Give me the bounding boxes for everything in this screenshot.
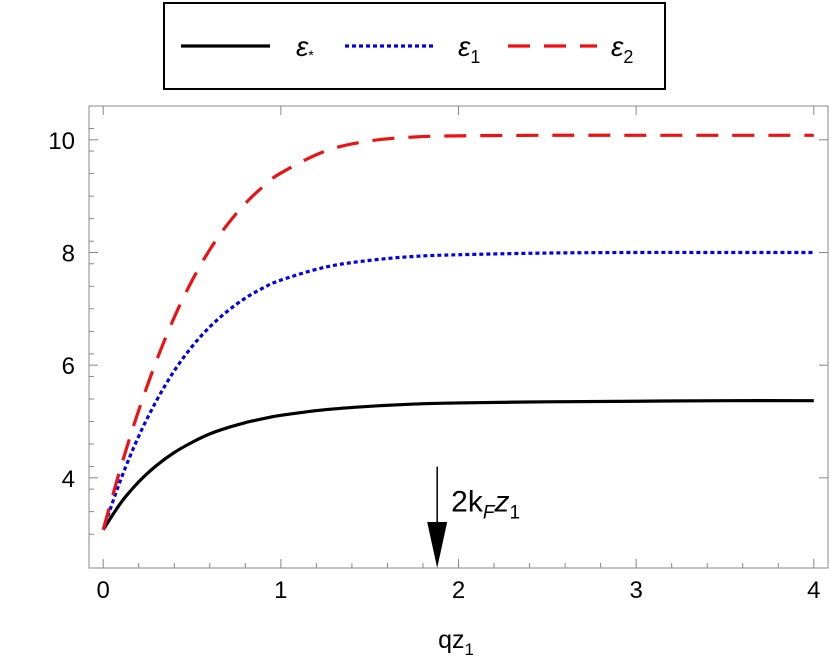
legend: ε* ε1 ε2	[163, 2, 666, 90]
series-line-2	[101, 250, 814, 531]
series-line-1	[101, 399, 814, 531]
y-tick-label: 6	[62, 353, 75, 380]
y-tick-label: 8	[62, 240, 75, 267]
x-tick-label: 1	[274, 577, 287, 604]
axes: 0 1 2 3 4 4 6 8 10	[48, 106, 828, 604]
legend-label-2: ε1	[458, 31, 480, 67]
x-tick-label: 3	[629, 577, 642, 604]
annotation: 2kFz1	[427, 466, 520, 568]
x-tick-label: 4	[807, 577, 820, 604]
x-axis-label: qz1	[438, 626, 474, 658]
annotation-label: 2kFz1	[451, 486, 520, 524]
y-tick-label: 4	[62, 466, 75, 493]
y-tick-label: 10	[48, 128, 75, 155]
series-line-3	[101, 133, 814, 531]
legend-label-3: ε2	[611, 31, 633, 67]
legend-label-1: ε*	[296, 31, 314, 63]
x-tick-label: 2	[452, 577, 465, 604]
annotation-arrow-head	[427, 522, 448, 568]
series-lines	[101, 133, 814, 531]
x-tick-label: 0	[97, 577, 110, 604]
